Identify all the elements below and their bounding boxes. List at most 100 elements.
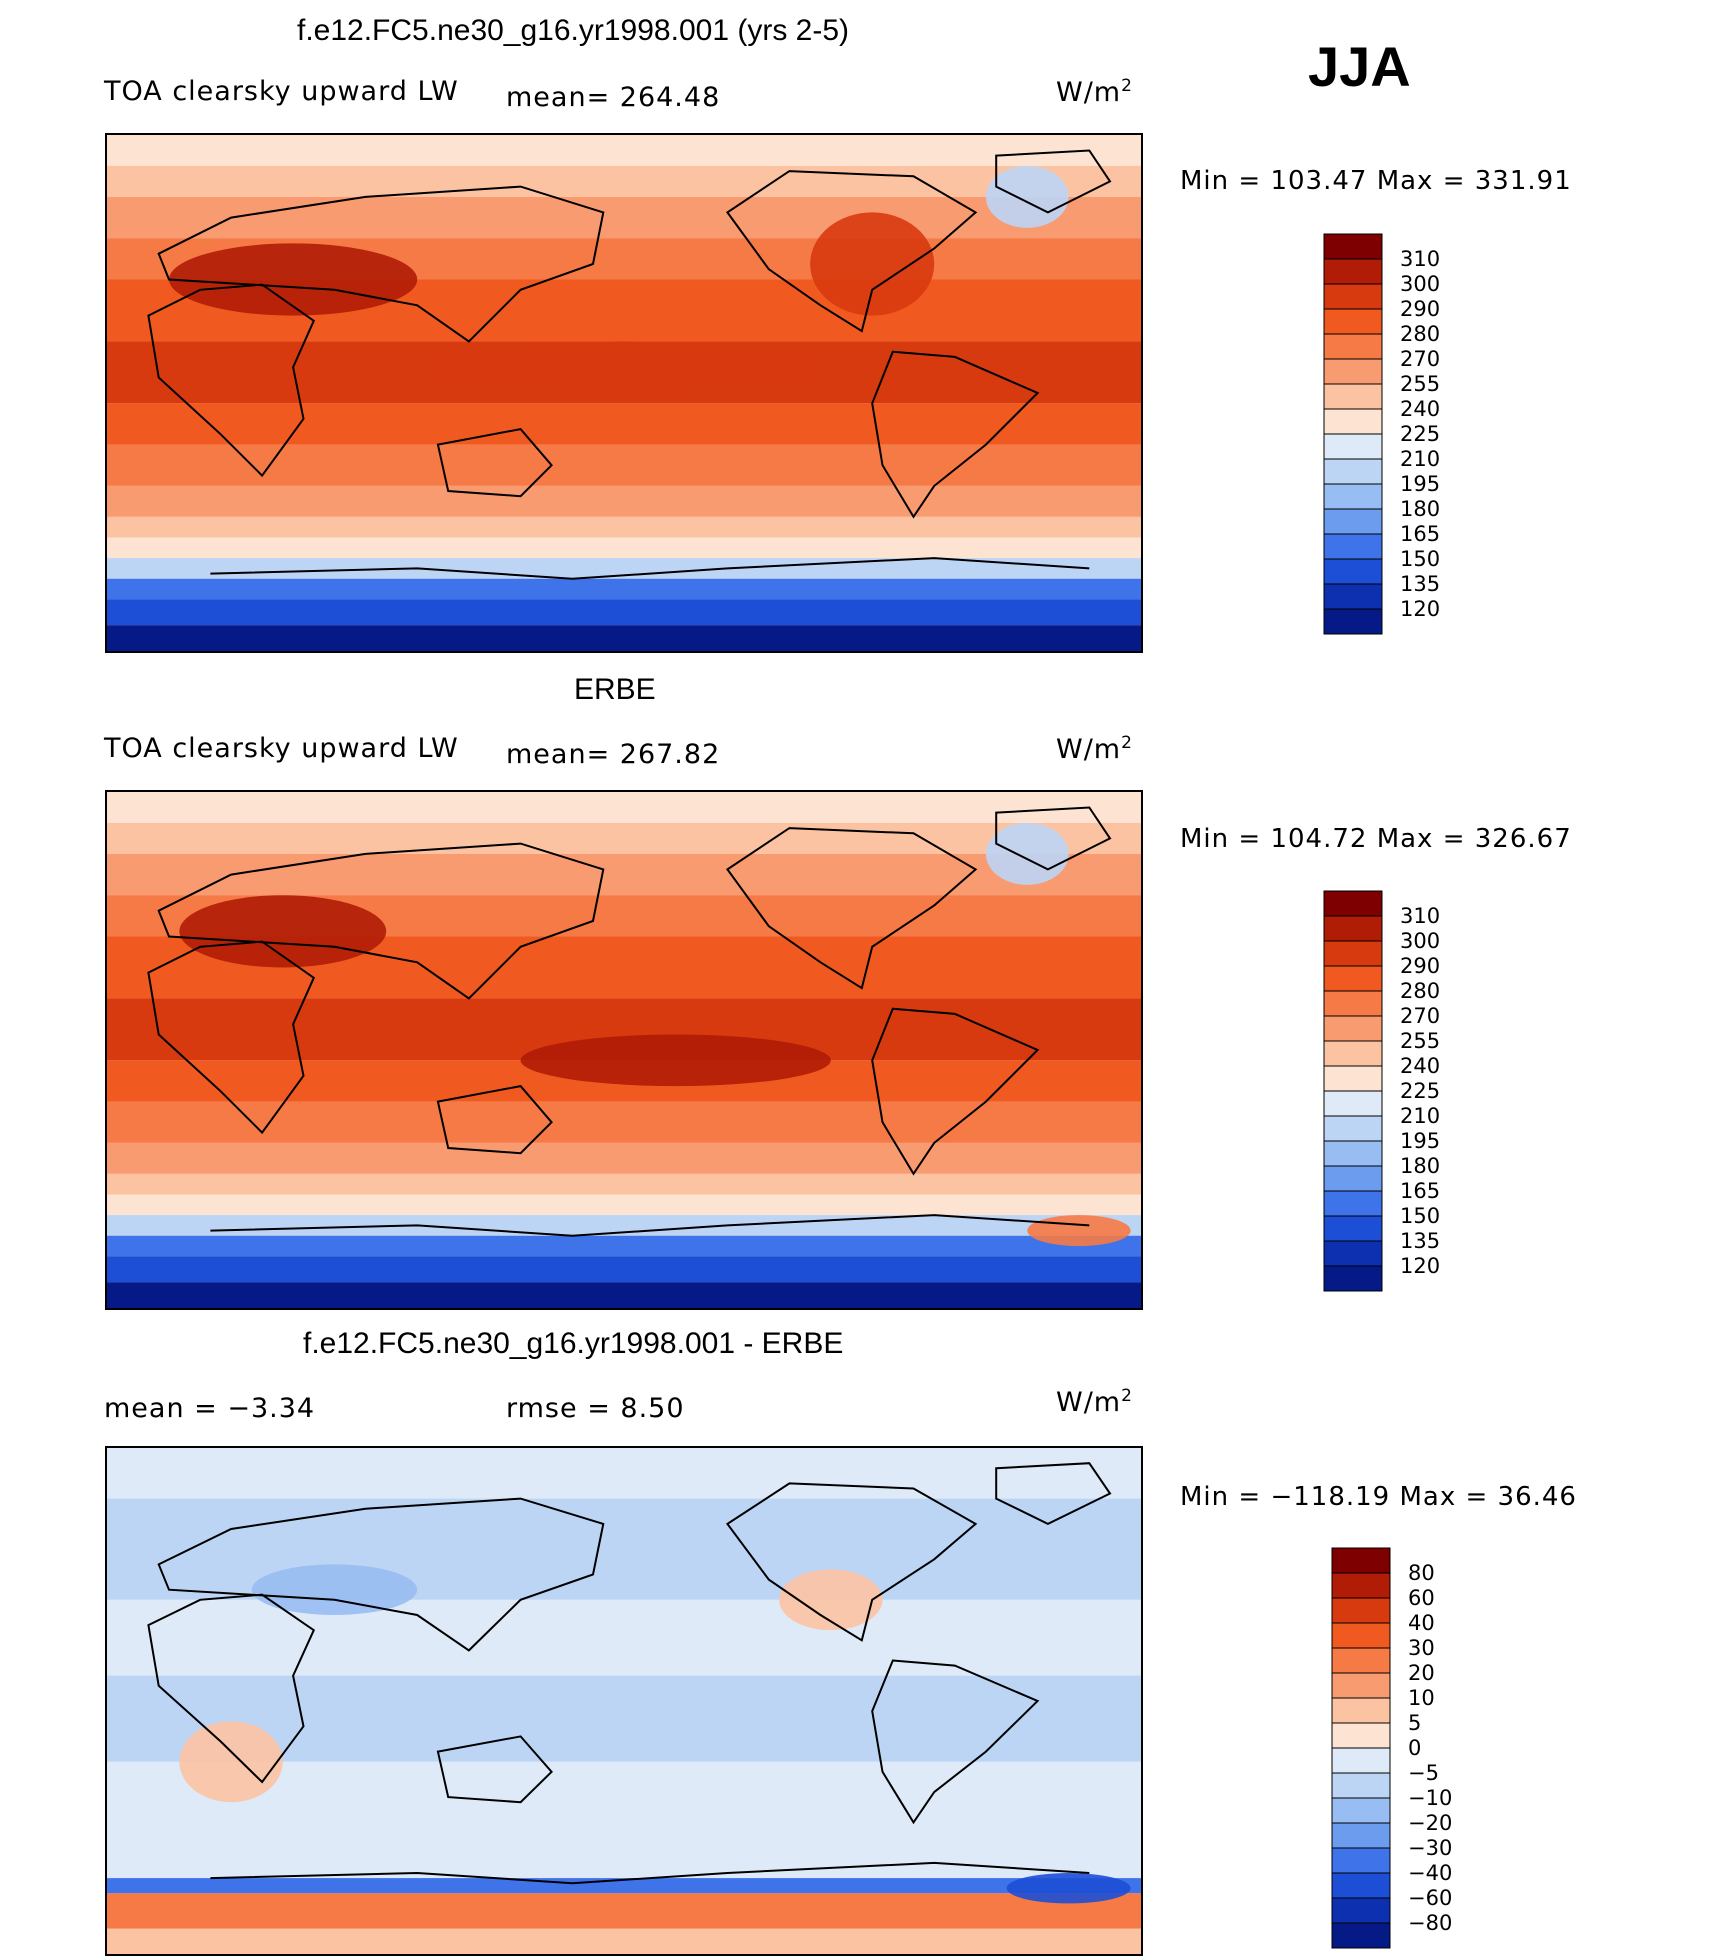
map1-band-12 (107, 578, 1141, 600)
colorbar2-box-4 (1323, 990, 1383, 1017)
panel1-colorbar: 3103002902802702552402252101951801651501… (1323, 233, 1440, 635)
map3-band-6 (107, 1893, 1141, 1929)
colorbar3-label-5: 10 (1408, 1686, 1435, 1710)
panel1-title: f.e12.FC5.ne30_g16.yr1998.001 (yrs 2-5) (297, 14, 849, 47)
map1-coastline-2 (436, 428, 553, 498)
colorbar1-label-10: 180 (1400, 497, 1440, 521)
colorbar2-box-8 (1323, 1090, 1383, 1117)
panel3-units: W/m2 (1056, 1386, 1133, 1418)
colorbar3-box-1 (1331, 1572, 1391, 1599)
map2-band-8 (107, 1142, 1141, 1174)
colorbar1-box-0 (1323, 233, 1383, 260)
map2-coastline-2 (436, 1085, 553, 1155)
map2-coastline-0 (147, 940, 316, 1135)
map2-feature-3 (1027, 1215, 1131, 1247)
colorbar3-box-7 (1331, 1722, 1391, 1749)
panel2-field-label: TOA clearsky upward LW (104, 733, 459, 764)
map3-feature-3 (1006, 1873, 1131, 1904)
panel2-colorbar: 3103002902802702552402252101951801651501… (1323, 890, 1440, 1292)
map1-coastline-3 (725, 170, 978, 333)
panel2-map-svg (107, 792, 1141, 1308)
panel1-units: W/m2 (1056, 76, 1133, 108)
panel1-minmax: Min = 103.47 Max = 331.91 (1180, 166, 1572, 196)
colorbar3-label-7: 0 (1408, 1736, 1421, 1760)
colorbar3-label-13: −60 (1408, 1886, 1452, 1910)
colorbar2-label-7: 225 (1400, 1079, 1440, 1103)
colorbar3-label-8: −5 (1408, 1761, 1439, 1785)
colorbar2-box-6 (1323, 1040, 1383, 1067)
map3-band-2 (107, 1599, 1141, 1676)
colorbar3-label-3: 30 (1408, 1636, 1435, 1660)
colorbar2-label-9: 195 (1400, 1129, 1440, 1153)
panel1-map (105, 133, 1143, 653)
colorbar3-box-9 (1331, 1772, 1391, 1799)
map1-coastline-6 (210, 557, 1090, 580)
panel1-map-svg (107, 135, 1141, 651)
map2-coastline-4 (871, 1007, 1040, 1176)
map3-coastline-2 (436, 1735, 553, 1804)
map2-coastline-3 (725, 827, 978, 990)
colorbar2-box-7 (1323, 1065, 1383, 1092)
colorbar1-label-14: 120 (1400, 597, 1440, 621)
colorbar2-label-11: 165 (1400, 1179, 1440, 1203)
map2-band-11 (107, 1215, 1141, 1236)
panel3-map-svg (107, 1448, 1141, 1954)
map3-feature-2 (779, 1569, 883, 1631)
colorbar1-label-4: 270 (1400, 347, 1440, 371)
map1-feature-3 (985, 165, 1069, 228)
colorbar1-box-6 (1323, 383, 1383, 410)
map1-band-8 (107, 485, 1141, 517)
colorbar1-box-4 (1323, 333, 1383, 360)
colorbar1-box-7 (1323, 408, 1383, 435)
map1-band-0 (107, 135, 1141, 166)
colorbar2-box-9 (1323, 1115, 1383, 1142)
colorbar2-box-1 (1323, 915, 1383, 942)
colorbar2-box-10 (1323, 1140, 1383, 1167)
map1-band-13 (107, 599, 1141, 626)
colorbar2-label-13: 135 (1400, 1229, 1440, 1253)
map2-band-2 (107, 853, 1141, 896)
colorbar1-label-1: 300 (1400, 272, 1440, 296)
map1-feature-0 (169, 243, 418, 316)
map1-coastline-5 (995, 149, 1112, 214)
colorbar2-box-11 (1323, 1165, 1383, 1192)
panel2-title: ERBE (574, 673, 656, 706)
colorbar2-box-5 (1323, 1015, 1383, 1042)
colorbar3-box-5 (1331, 1672, 1391, 1699)
colorbar3-label-6: 5 (1408, 1711, 1421, 1735)
map3-feature-1 (179, 1721, 283, 1803)
colorbar2-label-8: 210 (1400, 1104, 1440, 1128)
colorbar3-label-2: 40 (1408, 1611, 1435, 1635)
map2-band-10 (107, 1194, 1141, 1216)
colorbar1-box-14 (1323, 583, 1383, 610)
panel3-title: f.e12.FC5.ne30_g16.yr1998.001 - ERBE (303, 1327, 844, 1360)
panel3-minmax: Min = −118.19 Max = 36.46 (1180, 1482, 1577, 1512)
colorbar1-label-8: 210 (1400, 447, 1440, 471)
colorbar1-label-2: 290 (1400, 297, 1440, 321)
map2-feature-0 (179, 895, 387, 968)
colorbar1-label-13: 135 (1400, 572, 1440, 596)
map2-band-1 (107, 822, 1141, 854)
map2-band-14 (107, 1282, 1141, 1308)
colorbar1-label-0: 310 (1400, 247, 1440, 271)
map1-band-7 (107, 444, 1141, 486)
map3-band-5 (107, 1878, 1141, 1894)
colorbar2-box-3 (1323, 965, 1383, 992)
panel2-map (105, 790, 1143, 1310)
colorbar2-label-2: 290 (1400, 954, 1440, 978)
colorbar3-label-9: −10 (1408, 1786, 1452, 1810)
colorbar1-label-3: 280 (1400, 322, 1440, 346)
colorbar1-box-11 (1323, 508, 1383, 535)
colorbar1-box-10 (1323, 483, 1383, 510)
colorbar3-label-1: 60 (1408, 1586, 1435, 1610)
colorbar2-box-0 (1323, 890, 1383, 917)
map3-band-7 (107, 1928, 1141, 1954)
colorbar1-label-12: 150 (1400, 547, 1440, 571)
colorbar3-box-6 (1331, 1697, 1391, 1724)
map2-coastline-6 (210, 1214, 1090, 1237)
map1-feature-1 (810, 212, 935, 316)
colorbar1-label-6: 240 (1400, 397, 1440, 421)
colorbar2-box-12 (1323, 1190, 1383, 1217)
map2-feature-2 (985, 822, 1069, 885)
